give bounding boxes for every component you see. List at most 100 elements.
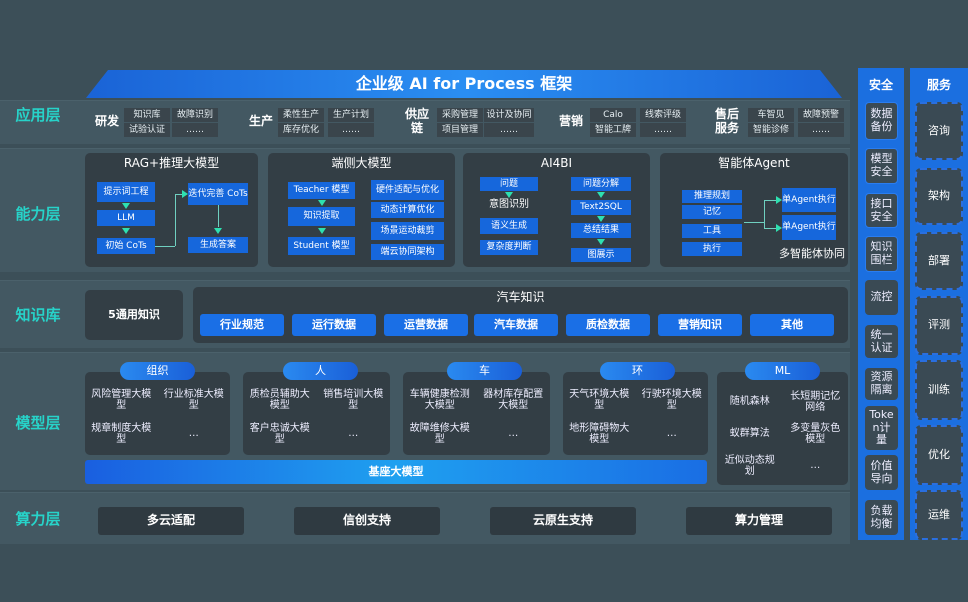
security-item[interactable]: 资源隔离: [865, 368, 898, 400]
model-item[interactable]: 长短期记忆网络: [790, 390, 841, 414]
app-item[interactable]: 车智见: [748, 108, 794, 122]
capability-box[interactable]: 推理规划: [682, 190, 742, 203]
capability-box[interactable]: 知识提取: [288, 207, 355, 226]
capability-box[interactable]: 初始 CoTs: [97, 238, 155, 254]
capability-box[interactable]: 复杂度判断: [480, 240, 538, 255]
app-item[interactable]: 智能工牌: [590, 123, 636, 137]
model-item[interactable]: 随机森林: [729, 396, 770, 408]
model-group-tab[interactable]: 环: [600, 362, 675, 380]
model-item[interactable]: …: [508, 428, 519, 440]
security-item[interactable]: 负载均衡: [865, 500, 898, 535]
capability-box[interactable]: 场景运动裁剪: [371, 222, 444, 240]
capability-box[interactable]: 生成答案: [188, 237, 248, 253]
model-item[interactable]: 天气环境大模型: [569, 388, 630, 412]
security-item[interactable]: 接口安全: [865, 193, 898, 228]
security-item[interactable]: 数据备份: [865, 102, 898, 140]
security-item[interactable]: 流控: [865, 280, 898, 315]
app-item[interactable]: ……: [640, 123, 686, 137]
capability-box[interactable]: 问题: [480, 177, 538, 191]
capability-box[interactable]: 单Agent执行: [782, 188, 836, 212]
security-item[interactable]: 统一认证: [865, 325, 898, 358]
capability-box[interactable]: 迭代完善 CoTs: [188, 183, 248, 205]
capability-box[interactable]: 记忆: [682, 205, 742, 219]
model-item[interactable]: 销售培训大模型: [323, 388, 384, 412]
capability-box[interactable]: 总结结果: [571, 223, 631, 238]
compute-item[interactable]: 算力管理: [686, 507, 832, 535]
capability-box[interactable]: 端云协同架构: [371, 244, 444, 260]
knowledge-item[interactable]: 营销知识: [658, 314, 742, 336]
compute-item[interactable]: 多云适配: [98, 507, 244, 535]
service-item[interactable]: 优化: [915, 425, 963, 485]
model-item[interactable]: 车辆健康检测大模型: [409, 388, 470, 412]
capability-box[interactable]: LLM: [97, 210, 155, 226]
model-group-tab[interactable]: 车: [447, 362, 522, 380]
model-group-tab[interactable]: ML: [745, 362, 820, 380]
model-item[interactable]: 行驶环境大模型: [641, 388, 702, 412]
model-item[interactable]: 器材库存配置大模型: [483, 388, 544, 412]
model-item[interactable]: …: [666, 428, 677, 440]
capability-box[interactable]: Teacher 模型: [288, 182, 355, 199]
capability-box[interactable]: 单Agent执行: [782, 215, 836, 240]
security-item[interactable]: Token计量: [865, 406, 898, 450]
app-item[interactable]: 库存优化: [278, 123, 324, 137]
service-item[interactable]: 咨询: [915, 102, 963, 160]
service-item[interactable]: 运维: [915, 490, 963, 540]
app-item[interactable]: ……: [484, 123, 534, 137]
app-item[interactable]: 生产计划: [328, 108, 374, 122]
service-item[interactable]: 架构: [915, 168, 963, 225]
capability-box[interactable]: Text2SQL: [571, 200, 631, 215]
app-item[interactable]: 线索评级: [640, 108, 686, 122]
knowledge-item[interactable]: 行业规范: [200, 314, 284, 336]
security-item[interactable]: 知识围栏: [865, 236, 898, 272]
model-item[interactable]: …: [810, 460, 821, 472]
app-item[interactable]: 故障预警: [798, 108, 844, 122]
app-item[interactable]: 智能诊修: [748, 123, 794, 137]
capability-box[interactable]: 语义生成: [480, 218, 538, 234]
model-group-tab[interactable]: 组织: [120, 362, 195, 380]
capability-box[interactable]: 提示词工程: [97, 182, 155, 202]
app-item[interactable]: 设计及协同: [484, 108, 534, 122]
knowledge-item[interactable]: 其他: [750, 314, 834, 336]
model-item[interactable]: 故障维修大模型: [409, 422, 470, 446]
model-item[interactable]: 风险管理大模型: [91, 388, 152, 412]
capability-box[interactable]: 动态计算优化: [371, 202, 444, 218]
model-item[interactable]: 近似动态规划: [724, 454, 775, 478]
model-item[interactable]: 质检员辅助大模型: [249, 388, 310, 412]
security-item[interactable]: 模型安全: [865, 148, 898, 184]
app-item[interactable]: 采购管理: [437, 108, 483, 122]
capability-box[interactable]: Student 模型: [288, 237, 355, 255]
security-item[interactable]: 价值导向: [865, 455, 898, 490]
app-item[interactable]: 故障识别: [172, 108, 218, 122]
capability-box[interactable]: 执行: [682, 242, 742, 256]
knowledge-item[interactable]: 汽车数据: [474, 314, 558, 336]
capability-box[interactable]: 硬件适配与优化: [371, 180, 444, 200]
compute-item[interactable]: 云原生支持: [490, 507, 636, 535]
model-item[interactable]: …: [348, 428, 359, 440]
model-item[interactable]: 蚁群算法: [729, 428, 770, 440]
app-item[interactable]: 柔性生产: [278, 108, 324, 122]
model-item[interactable]: 行业标准大模型: [163, 388, 224, 412]
model-item[interactable]: …: [188, 428, 199, 440]
compute-item[interactable]: 信创支持: [294, 507, 440, 535]
knowledge-item[interactable]: 运营数据: [384, 314, 468, 336]
capability-box[interactable]: 工具: [682, 224, 742, 238]
service-item[interactable]: 部署: [915, 232, 963, 290]
app-item[interactable]: ……: [172, 123, 218, 137]
knowledge-item[interactable]: 运行数据: [292, 314, 376, 336]
app-item[interactable]: 试验认证: [124, 123, 170, 137]
service-item[interactable]: 训练: [915, 360, 963, 420]
foundation-model-bar[interactable]: 基座大模型: [85, 460, 707, 484]
model-item[interactable]: 多变量灰色模型: [790, 422, 841, 446]
model-item[interactable]: 地形障碍物大模型: [569, 422, 630, 446]
app-item[interactable]: ……: [328, 123, 374, 137]
knowledge-item[interactable]: 质检数据: [566, 314, 650, 336]
app-item[interactable]: 知识库: [124, 108, 170, 122]
app-item[interactable]: ……: [798, 123, 844, 137]
service-item[interactable]: 评测: [915, 296, 963, 355]
capability-box[interactable]: 问题分解: [571, 177, 631, 191]
model-item[interactable]: 规章制度大模型: [91, 422, 152, 446]
app-item[interactable]: Calo: [590, 108, 636, 122]
app-item[interactable]: 项目管理: [437, 123, 483, 137]
capability-box[interactable]: 图展示: [571, 248, 631, 262]
model-group-tab[interactable]: 人: [283, 362, 358, 380]
